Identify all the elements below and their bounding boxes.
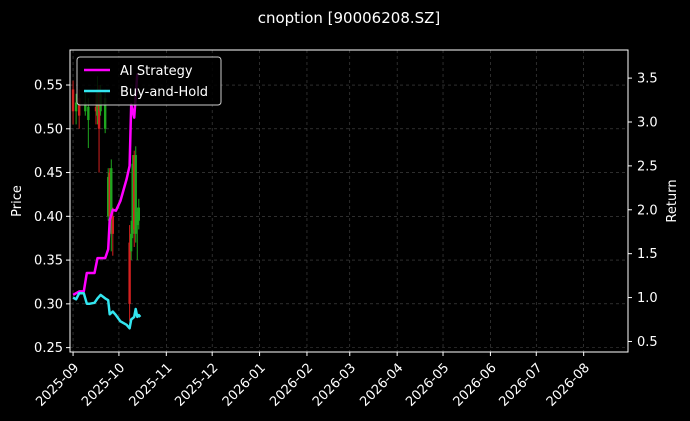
tick-label-left: 0.30 xyxy=(34,297,63,312)
candle xyxy=(111,207,115,256)
candle-body xyxy=(97,89,101,129)
y-axis-label-left: Price xyxy=(10,185,25,217)
candle-body xyxy=(136,211,139,226)
candle xyxy=(128,225,131,322)
candle-body xyxy=(84,102,87,112)
candle-body xyxy=(107,176,110,217)
candle xyxy=(134,146,137,243)
candle-body xyxy=(87,106,90,121)
legend-label-buy-and-hold: Buy-and-Hold xyxy=(120,85,208,100)
candle xyxy=(136,207,139,261)
series-lines xyxy=(72,73,142,330)
legend-label-ai-strategy: AI Strategy xyxy=(120,64,193,79)
candle xyxy=(110,159,113,252)
candle-body xyxy=(137,207,140,221)
candle-body xyxy=(110,168,113,234)
candle xyxy=(131,155,134,239)
candle-body xyxy=(103,98,107,129)
tick-label-left: 0.55 xyxy=(34,79,63,94)
candle-body xyxy=(74,102,78,112)
series-line-buy-and-hold xyxy=(72,291,142,330)
candle xyxy=(87,98,90,149)
candle-body xyxy=(108,172,111,217)
tick-label-left: 0.50 xyxy=(34,122,63,137)
tick-label-left: 0.35 xyxy=(34,254,63,269)
candle-body xyxy=(71,89,75,112)
candle-body xyxy=(133,155,136,230)
candle-body xyxy=(131,163,134,234)
candle xyxy=(74,93,78,125)
series-line-ai-strategy xyxy=(72,73,139,296)
tick-label-right: 1.0 xyxy=(637,291,658,306)
tick-label-right: 3.0 xyxy=(637,115,658,130)
legend-box xyxy=(76,56,222,106)
plot-frame xyxy=(69,49,629,353)
candle xyxy=(71,80,75,125)
candlesticks xyxy=(71,76,140,322)
tick-label-right: 3.5 xyxy=(637,72,658,87)
candle xyxy=(137,198,140,230)
candle xyxy=(107,168,110,221)
candle-body xyxy=(129,233,133,252)
candle-body xyxy=(111,216,115,234)
candle-body xyxy=(77,98,81,116)
candle xyxy=(129,220,133,261)
candle-body xyxy=(134,155,137,234)
tick-label-left: 0.40 xyxy=(34,210,63,225)
tick-label-left: 0.25 xyxy=(34,341,63,356)
tick-label-right: 2.5 xyxy=(637,159,658,174)
legend: AI Strategy Buy-and-Hold xyxy=(76,56,222,106)
tick-label-left: 0.45 xyxy=(34,166,63,181)
candle xyxy=(133,150,136,247)
y-axis-label-right: Return xyxy=(665,179,680,222)
tick-label-right: 1.5 xyxy=(637,247,658,262)
tick-label-right: 0.5 xyxy=(637,335,658,350)
tick-label-right: 2.0 xyxy=(637,203,658,218)
chart-title: cnoption [90006208.SZ] xyxy=(258,9,441,27)
candle-body xyxy=(128,242,131,304)
candle-body xyxy=(94,106,98,112)
